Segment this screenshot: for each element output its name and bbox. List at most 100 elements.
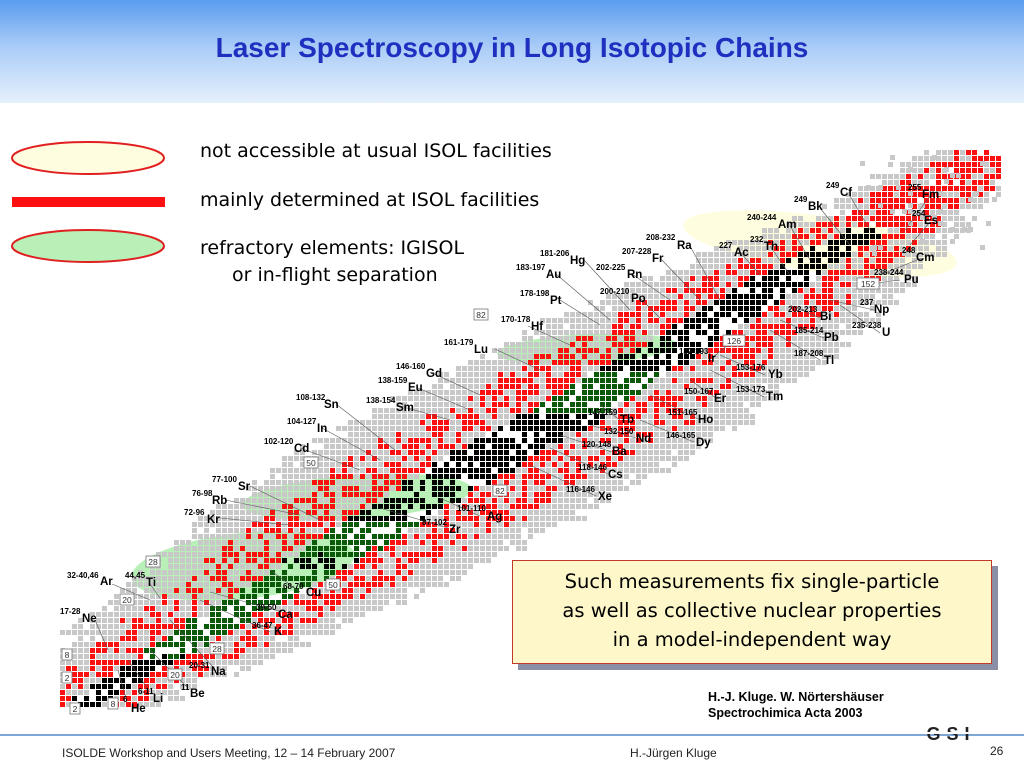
nuclide-cell [162,594,167,599]
nuclide-cell [600,324,605,329]
nuclide-cell [162,552,167,557]
nuclide-cell [378,426,383,431]
nuclide-cell [720,384,725,389]
nuclide-cell [594,468,599,473]
nuclide-cell [654,408,659,413]
nuclide-cell [516,402,521,407]
nuclide-cell [474,534,479,539]
nuclide-cell [330,522,335,527]
nuclide-cell [504,474,509,479]
nuclide-cell [510,378,515,383]
nuclide-cell [378,498,383,503]
nuclide-cell [624,468,629,473]
nuclide-cell [612,468,617,473]
nuclide-cell [636,426,641,431]
nuclide-cell [414,444,419,449]
nuclide-cell [612,420,617,425]
nuclide-cell [300,558,305,563]
nuclide-cell [600,468,605,473]
nuclide-cell [744,318,749,323]
nuclide-cell [384,498,389,503]
nuclide-cell [144,612,149,617]
nuclide-cell [354,450,359,455]
nuclide-cell [336,474,341,479]
nuclide-cell [426,510,431,515]
nuclide-cell [714,426,719,431]
nuclide-cell [270,468,275,473]
nuclide-cell [174,618,179,623]
nuclide-cell [498,348,503,353]
nuclide-cell [762,312,767,317]
nuclide-cell [564,318,569,323]
nuclide-cell [486,510,491,515]
nuclide-cell [450,474,455,479]
nuclide-cell [876,312,881,317]
nuclide-cell [390,546,395,551]
nuclide-cell [594,456,599,461]
nuclide-cell [690,450,695,455]
nuclide-cell [552,462,557,467]
nuclide-cell [360,606,365,611]
nuclide-cell [240,642,245,647]
nuclide-cell [486,558,491,563]
nuclide-cell [402,408,407,413]
nuclide-cell [630,306,635,311]
nuclide-cell [768,384,773,389]
nuclide-cell [516,534,521,539]
nuclide-cell [468,408,473,413]
nuclide-cell [432,516,437,521]
nuclide-cell [72,654,77,659]
nuclide-cell [234,606,239,611]
nuclide-cell [252,588,257,593]
nuclide-cell [588,312,593,317]
nuclide-cell [654,366,659,371]
nuclide-cell [396,594,401,599]
nuclide-cell [594,360,599,365]
nuclide-cell [606,450,611,455]
nuclide-cell [636,318,641,323]
nuclide-cell [564,456,569,461]
nuclide-cell [642,426,647,431]
nuclide-cell [558,462,563,467]
nuclide-cell [222,624,227,629]
nuclide-cell [372,504,377,509]
nuclide-cell [714,396,719,401]
nuclide-cell [114,678,119,683]
nuclide-cell [432,540,437,545]
nuclide-cell [384,570,389,575]
nuclide-cell [174,582,179,587]
nuclide-cell [696,318,701,323]
nuclide-cell [144,648,149,653]
nuclide-cell [660,444,665,449]
nuclide-cell [366,606,371,611]
nuclide-cell [594,432,599,437]
nuclide-cell [378,558,383,563]
nuclide-cell [228,504,233,509]
nuclide-cell [474,486,479,491]
nuclide-cell [486,372,491,377]
nuclide-cell [654,354,659,359]
nuclide-cell [366,480,371,485]
nuclide-cell [606,342,611,347]
nuclide-cell [120,630,125,635]
nuclide-cell [714,354,719,359]
nuclide-cell [132,702,137,707]
nuclide-cell [564,432,569,437]
nuclide-cell [144,630,149,635]
nuclide-cell [756,384,761,389]
nuclide-cell [642,444,647,449]
nuclide-cell [564,366,569,371]
nuclide-cell [396,402,401,407]
nuclide-cell [456,426,461,431]
nuclide-cell [156,612,161,617]
nuclide-cell [582,396,587,401]
nuclide-cell [552,444,557,449]
nuclide-cell [588,438,593,443]
nuclide-cell [552,360,557,365]
nuclide-cell [744,336,749,341]
nuclide-cell [390,576,395,581]
nuclide-cell [402,456,407,461]
nuclide-cell [690,360,695,365]
nuclide-cell [156,678,161,683]
nuclide-cell [624,456,629,461]
